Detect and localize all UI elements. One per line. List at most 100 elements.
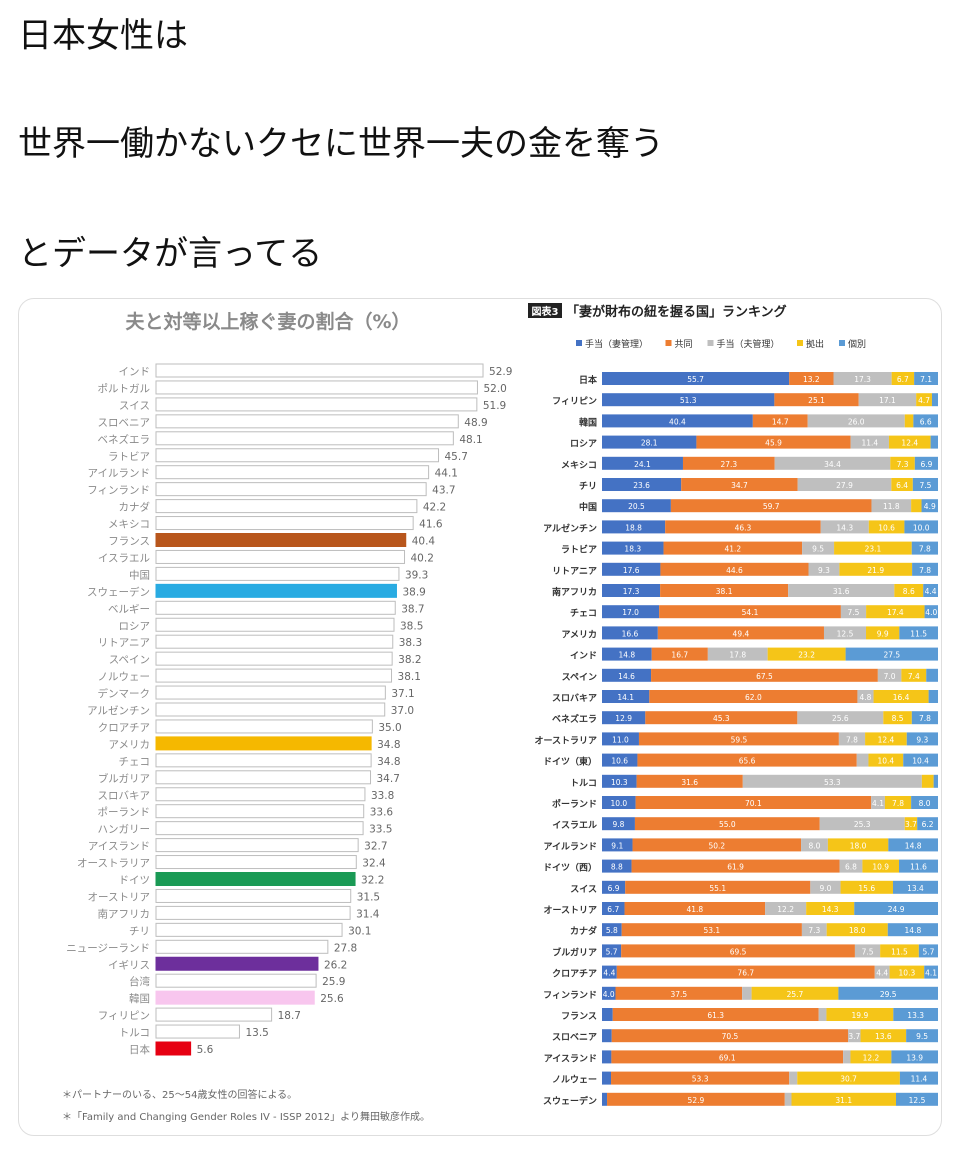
right-segment: [602, 817, 635, 831]
right-segment: [911, 796, 938, 809]
right-segment-label: 18.8: [625, 523, 642, 532]
right-segment-label: 4.4: [925, 587, 937, 596]
left-bar: [155, 702, 386, 717]
right-segment: [933, 774, 938, 788]
right-segment: [602, 541, 664, 555]
right-segment: [871, 796, 885, 809]
right-segment-label: 7.1: [920, 375, 932, 384]
left-value-label: 38.1: [398, 671, 421, 683]
left-category-label: インド: [119, 366, 151, 378]
right-country-label: アイスランド: [544, 1053, 597, 1064]
left-value-label: 34.8: [377, 756, 400, 768]
right-segment: [819, 817, 905, 831]
right-segment: [660, 562, 809, 576]
left-category-label: 中国: [129, 568, 150, 581]
right-segment: [911, 711, 938, 725]
left-value-label: 41.6: [419, 519, 443, 531]
right-segment: [921, 499, 938, 513]
right-segment: [784, 1092, 792, 1106]
right-chart-badge-box: [528, 303, 562, 318]
right-segment: [635, 796, 872, 809]
right-segment: [602, 520, 666, 534]
left-category-label: 南アフリカ: [98, 907, 151, 920]
right-segment: [602, 414, 753, 428]
right-country-label: ロシア: [570, 439, 597, 450]
right-segment: [834, 541, 912, 555]
left-bar: [155, 939, 329, 954]
right-segment: [899, 1071, 938, 1085]
left-category-label: スペイン: [109, 654, 150, 666]
right-segment: [916, 393, 932, 407]
left-category-label: メキシコ: [108, 519, 150, 531]
right-segment-label: 7.0: [884, 672, 896, 681]
right-segment: [926, 668, 938, 682]
right-segment: [602, 796, 636, 809]
legend-label: 手当（妻管理）: [585, 338, 648, 350]
right-segment: [636, 774, 743, 788]
left-category-label: チェコ: [119, 756, 151, 768]
right-segment: [612, 1008, 819, 1021]
left-value-label: 45.7: [445, 451, 468, 463]
right-segment: [892, 880, 938, 894]
right-segment-label: 25.7: [787, 990, 804, 999]
right-country-label: ドイツ（東）: [543, 756, 597, 768]
left-value-label: 25.6: [320, 993, 344, 1005]
right-segment: [845, 647, 938, 661]
right-country-label: ラトビア: [561, 544, 597, 556]
right-segment-label: 65.6: [739, 757, 756, 766]
right-segment: [621, 944, 855, 958]
right-segment-label: 46.3: [735, 523, 752, 532]
right-segment: [904, 520, 938, 534]
right-segment: [838, 732, 866, 746]
right-segment-label: 11.5: [891, 947, 908, 956]
right-segment-label: 3.7: [848, 1032, 860, 1041]
left-bar: [155, 905, 351, 920]
right-segment: [602, 1050, 612, 1064]
right-chart-badge: 図表3: [532, 305, 559, 318]
right-segment: [602, 859, 632, 873]
right-country-label: インド: [570, 651, 597, 662]
left-category-label: スイス: [119, 400, 150, 412]
left-bar: [155, 499, 418, 514]
right-segment-label: 23.6: [633, 481, 650, 490]
right-segment: [625, 880, 811, 894]
right-segment-label: 37.5: [670, 990, 687, 999]
left-value-label: 25.9: [322, 976, 345, 988]
right-segment-label: 26.0: [848, 417, 865, 426]
left-category-label: ブルガリア: [98, 772, 150, 785]
right-country-label: 中国: [579, 501, 597, 513]
right-segment-label: 27.9: [836, 481, 853, 490]
right-segment: [894, 584, 924, 597]
right-segment-label: 61.9: [727, 863, 744, 872]
right-segment: [791, 1092, 896, 1106]
legend-label: 拠出: [806, 338, 824, 350]
left-bar: [155, 787, 366, 802]
right-segment: [866, 626, 900, 640]
right-segment: [903, 753, 938, 767]
right-segment-label: 6.6: [920, 417, 932, 426]
right-segment: [616, 965, 875, 979]
left-category-label: ポーランド: [98, 807, 151, 819]
right-segment-label: 53.1: [703, 926, 720, 935]
left-value-label: 37.0: [391, 705, 414, 717]
right-segment-label: 23.1: [865, 545, 882, 554]
right-segment-label: 5.8: [606, 926, 618, 935]
right-country-label: リトアニア: [552, 566, 597, 577]
right-segment: [833, 372, 892, 385]
right-segment: [914, 456, 938, 470]
right-segment-label: 4.0: [603, 990, 615, 999]
left-value-label: 13.5: [245, 1027, 268, 1039]
left-bar: [155, 600, 396, 615]
right-segment: [827, 838, 889, 852]
right-segment: [602, 668, 652, 682]
right-segment-label: 34.7: [731, 481, 748, 490]
right-segment-label: 6.2: [922, 820, 934, 829]
left-category-label: ラトビア: [108, 451, 150, 463]
right-segment: [904, 414, 914, 428]
right-segment-label: 14.3: [822, 905, 839, 914]
left-bar: [155, 397, 478, 412]
left-bar: [155, 685, 386, 700]
right-segment-label: 69.5: [730, 947, 747, 956]
left-category-label: カナダ: [119, 501, 151, 514]
right-country-label: スロバキア: [552, 693, 597, 704]
